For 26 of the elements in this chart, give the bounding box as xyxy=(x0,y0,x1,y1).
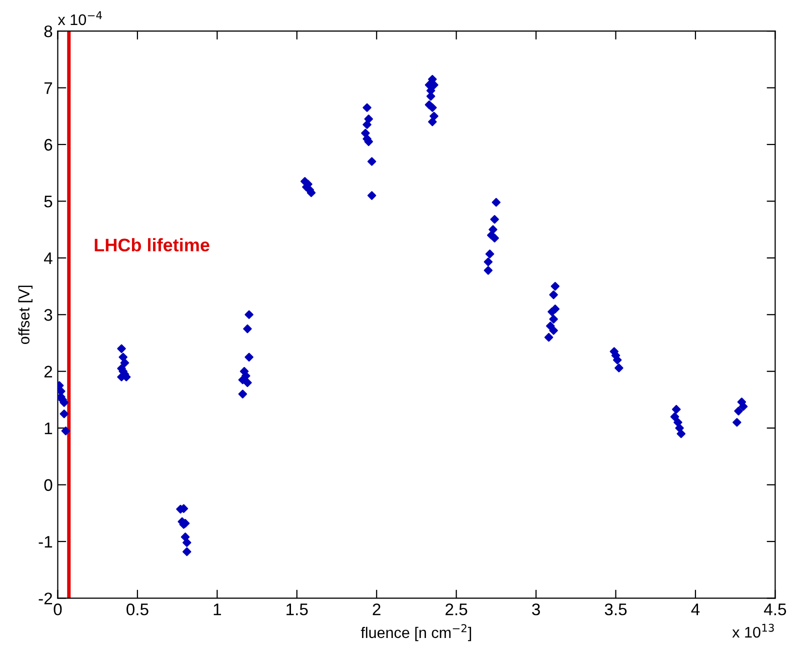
y-tick-label: 0 xyxy=(44,479,52,491)
x-tick-label: 2.5 xyxy=(446,604,468,616)
y-tick-label: 6 xyxy=(44,138,52,151)
x-tick-label: 4.5 xyxy=(764,604,786,616)
y-tick-label: 3 xyxy=(44,309,52,321)
x-tick-label: 1 xyxy=(214,604,221,616)
x-tick-label: 1.5 xyxy=(286,604,308,616)
x-tick-label: 4 xyxy=(691,604,700,616)
x-tick-label: 0.5 xyxy=(126,604,148,616)
y-tick-label: 1 xyxy=(44,422,52,434)
y-tick-label: -2 xyxy=(38,592,52,604)
text: x 10$^{13}$ xyxy=(732,624,774,638)
x-tick-label: 3.5 xyxy=(604,604,627,616)
y-tick-label: 8 xyxy=(44,25,52,38)
y-tick-label: 7 xyxy=(44,82,52,94)
y-tick-label: 5 xyxy=(44,196,52,208)
y-tick-label: -1 xyxy=(38,536,52,548)
x-tick-label: 0 xyxy=(54,604,62,616)
y-tick-label: 2 xyxy=(44,366,52,378)
y-tick-label: 4 xyxy=(44,252,52,264)
x-axis-title: fluence [n cm$^{−2}$] xyxy=(360,624,472,642)
y-axis-title: offset [V] xyxy=(18,286,33,344)
x-tick-label: 3 xyxy=(532,604,540,616)
x-tick-label: 2 xyxy=(372,604,380,616)
text: x 10$^{−4}$ xyxy=(58,11,102,26)
ref-line-label: LHCb lifetime xyxy=(94,238,210,252)
